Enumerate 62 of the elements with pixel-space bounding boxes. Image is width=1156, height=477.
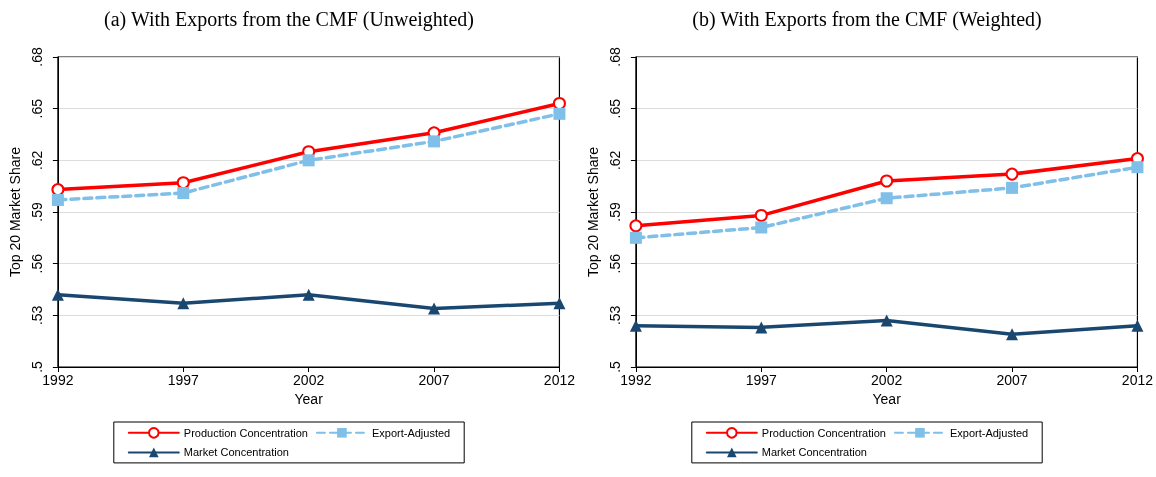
point [629, 319, 642, 332]
point [880, 192, 893, 205]
y-tick-label: .62 [28, 150, 45, 171]
legend-label: Export-Adjusted [371, 426, 451, 439]
point [553, 107, 566, 120]
legend-label: Market Concentration [761, 446, 867, 459]
point [177, 187, 190, 200]
chart-title: (a) With Exports from the CMF (Unweighted) [104, 8, 474, 31]
point [629, 219, 643, 233]
x-axis-title: Year [294, 390, 324, 407]
point [880, 174, 894, 188]
point [428, 302, 441, 315]
y-tick-label: .65 [28, 98, 45, 119]
y-tick-label: .62 [606, 150, 623, 171]
point [552, 97, 566, 110]
y-tick-label: .65 [606, 98, 623, 119]
legend-label: Production Concentration [183, 426, 308, 439]
y-tick-label: .59 [606, 202, 623, 222]
legend-label: Production Concentration [761, 426, 886, 439]
point [51, 193, 64, 206]
x-tick-label: 1997 [167, 372, 200, 388]
x-tick-label: 2007 [996, 372, 1028, 388]
y-tick-label: .53 [606, 305, 623, 326]
x-tick-label: 2007 [418, 372, 450, 388]
legend-label: Export-Adjusted [949, 426, 1029, 439]
point [880, 314, 893, 327]
point [428, 135, 441, 148]
point [302, 154, 315, 167]
point [1005, 167, 1019, 181]
point [629, 231, 642, 244]
y-tick-label: .5 [28, 360, 45, 373]
point [176, 176, 190, 190]
x-tick-label: 1997 [745, 372, 778, 388]
x-tick-label: 2012 [1121, 372, 1154, 388]
x-tick-label: 1992 [42, 372, 74, 388]
legend-label: Market Concentration [183, 446, 289, 459]
y-tick-label: .68 [606, 47, 623, 67]
point [1131, 319, 1144, 332]
y-tick-label: .59 [28, 202, 45, 222]
chart-title: (b) With Exports from the CMF (Weighted) [692, 8, 1042, 31]
point [1006, 328, 1019, 341]
y-axis-title: Top 20 Market Share [7, 146, 23, 277]
x-tick-label: 2002 [293, 372, 325, 388]
point [51, 288, 64, 301]
point [302, 288, 315, 301]
y-tick-label: .5 [606, 360, 623, 373]
point [177, 297, 190, 310]
y-tick-label: .56 [606, 253, 623, 274]
y-tick-label: .68 [28, 47, 45, 67]
x-tick-label: 1992 [620, 372, 652, 388]
point [1131, 161, 1144, 174]
point [553, 297, 566, 310]
x-tick-label: 2012 [543, 372, 576, 388]
x-tick-label: 2002 [871, 372, 903, 388]
y-tick-label: .53 [28, 305, 45, 326]
point [755, 321, 768, 334]
x-axis-title: Year [872, 390, 902, 407]
point [755, 221, 768, 234]
point [754, 208, 768, 222]
point [1006, 181, 1019, 194]
y-axis-title: Top 20 Market Share [585, 146, 601, 277]
y-tick-label: .56 [28, 253, 45, 274]
